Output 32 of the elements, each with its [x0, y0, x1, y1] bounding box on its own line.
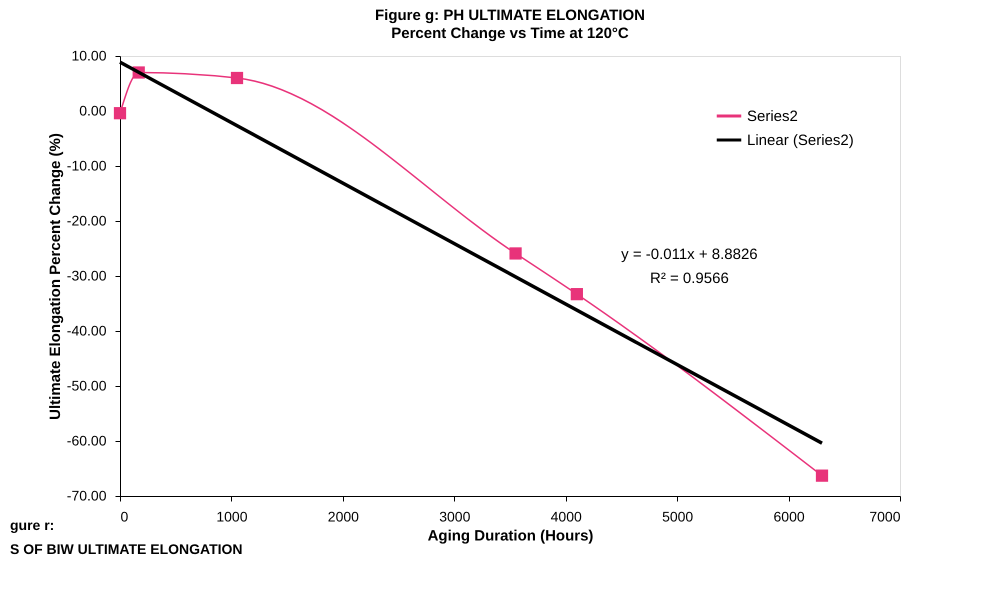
x-tick-label: 3000 — [439, 508, 471, 524]
point — [816, 470, 828, 482]
point — [230, 72, 244, 84]
annotation: y = -0.011x + 8.8826 — [621, 246, 758, 263]
x-axis-title: Aging Duration (Hours) — [428, 528, 594, 544]
y-tick-label: -40.00 — [66, 322, 107, 338]
y-tick-label: -50.00 — [66, 378, 107, 394]
text: S OF BIW ULTIMATE ELONGATION — [10, 541, 243, 557]
point — [114, 107, 126, 120]
x-tick-label: 2000 — [328, 508, 360, 524]
annotation: R² = 0.9566 — [650, 270, 729, 287]
x-tick-label: 4000 — [550, 508, 582, 524]
x-tick-label: 1000 — [216, 508, 248, 524]
y-axis-title: Ultimate Elongation Percent Change (%) — [46, 133, 64, 420]
x-tick-label: 6000 — [773, 508, 805, 524]
text: gure r: — [10, 517, 54, 533]
y-tick-label: -20.00 — [66, 212, 107, 228]
y-tick-label: -10.00 — [66, 158, 107, 174]
y-tick-label: -60.00 — [66, 432, 107, 448]
y-tick-label: 10.00 — [71, 48, 107, 64]
point — [570, 288, 583, 300]
x-tick-label: 7000 — [869, 508, 901, 524]
x-tick-label: 0 — [120, 508, 128, 524]
y-tick-label: 0.00 — [79, 102, 107, 118]
legend-label: Linear (Series2) — [747, 132, 854, 149]
x-tick-label: 5000 — [662, 508, 694, 524]
y-tick-label: -70.00 — [66, 488, 107, 504]
y-tick-label: -30.00 — [66, 268, 107, 284]
chart-title: Figure g: PH ULTIMATE ELONGATION — [375, 7, 645, 24]
legend-label: Series2 — [747, 108, 798, 125]
point — [509, 247, 522, 260]
chart-subtitle: Percent Change vs Time at 120°C — [391, 25, 629, 42]
